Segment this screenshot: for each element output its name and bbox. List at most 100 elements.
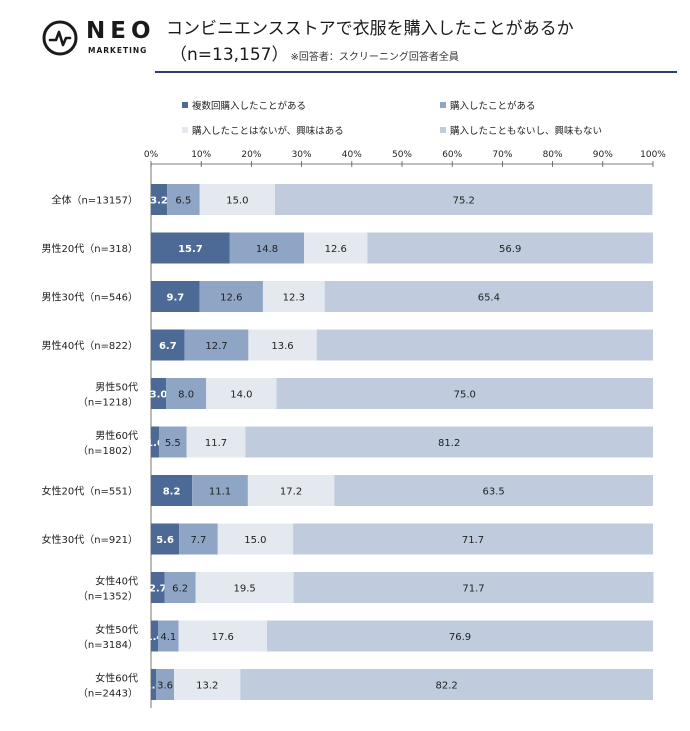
data-label-s1: 3.2 bbox=[150, 196, 168, 207]
category-label-n: （n=1218） bbox=[78, 397, 138, 409]
bar-segment-s1 bbox=[151, 426, 160, 458]
brand-sub: MARKETING bbox=[88, 46, 148, 55]
bar-segment-s4 bbox=[293, 572, 654, 603]
x-tick-label: 10% bbox=[191, 150, 211, 160]
data-label-s2: 6.5 bbox=[175, 196, 191, 207]
bar-segment-s3 bbox=[195, 572, 294, 603]
bar-segment-s3 bbox=[174, 669, 241, 700]
category-label: 全体（n=13157） bbox=[51, 194, 138, 207]
data-label-s4: 76.9 bbox=[449, 632, 471, 643]
category-label-n: （n=3184） bbox=[78, 639, 138, 651]
data-label-s3: 17.6 bbox=[212, 632, 234, 643]
data-label-s1: 3.0 bbox=[150, 390, 168, 401]
data-label-s1: 9.7 bbox=[166, 293, 184, 304]
data-label-s4: 65.4 bbox=[478, 293, 500, 304]
data-label-s2: 3.6 bbox=[157, 681, 173, 692]
x-tick-label: 80% bbox=[543, 150, 563, 160]
bar-segment-s2 bbox=[158, 620, 179, 652]
bar-segment-s1 bbox=[151, 281, 200, 312]
data-label-s2: 14.8 bbox=[256, 244, 278, 255]
data-label-s1: 1.6 bbox=[146, 438, 164, 449]
bar-segment-s3 bbox=[186, 426, 246, 458]
bar-segment-s2 bbox=[159, 426, 187, 458]
sample-size: （n=13,157） bbox=[170, 45, 289, 65]
data-label-s4: 75.0 bbox=[454, 390, 476, 401]
data-label-s2: 5.5 bbox=[165, 438, 181, 449]
bar-segment-s1 bbox=[151, 572, 165, 603]
bar-segment-s2 bbox=[199, 281, 263, 312]
category-label: 男性30代（n=546） bbox=[41, 291, 138, 304]
category-label-n: （n=1802） bbox=[78, 445, 138, 457]
bar-segment-s2 bbox=[192, 475, 248, 506]
legend-label-2: 購入したことがある bbox=[450, 100, 536, 112]
data-label-s1: 15.7 bbox=[178, 244, 203, 255]
bar-segment-s1 bbox=[151, 523, 180, 555]
x-tick-label: 0% bbox=[144, 150, 159, 160]
legend-swatch-4 bbox=[440, 127, 446, 133]
bar-segment-s4 bbox=[334, 475, 653, 506]
x-tick-label: 50% bbox=[392, 150, 412, 160]
bar-segment-s4 bbox=[274, 184, 653, 215]
bar-segment-s3 bbox=[199, 184, 275, 215]
data-label-s3: 15.0 bbox=[226, 196, 248, 207]
bar-segment-s3 bbox=[304, 232, 368, 264]
brand-name: NEO bbox=[86, 18, 156, 44]
category-label-n: （n=1352） bbox=[78, 591, 138, 603]
data-label-s4: 71.7 bbox=[462, 535, 484, 546]
data-label-s4: 63.5 bbox=[482, 487, 504, 498]
data-label-s3: 19.5 bbox=[233, 584, 255, 595]
data-label-s4: 82.2 bbox=[436, 681, 458, 692]
data-label-s1: 1.4 bbox=[146, 632, 164, 643]
bar-segment-s4 bbox=[324, 281, 653, 312]
bar-segment-s4 bbox=[316, 329, 653, 361]
bar-segment-s4 bbox=[276, 378, 653, 409]
legend-label-1: 複数回購入したことがある bbox=[192, 100, 306, 112]
data-label-s4: 71.7 bbox=[462, 584, 484, 595]
bar-segment-s4 bbox=[245, 426, 653, 458]
bar-segment-s2 bbox=[184, 329, 249, 361]
data-label-s2: 8.0 bbox=[178, 390, 194, 401]
bar-segment-s1 bbox=[151, 669, 157, 700]
category-label: 男性60代 bbox=[95, 429, 138, 442]
bar-segment-s2 bbox=[156, 669, 175, 700]
data-label-s1: 5.6 bbox=[156, 535, 174, 546]
x-tick-label: 20% bbox=[241, 150, 261, 160]
x-tick-label: 70% bbox=[492, 150, 512, 160]
bar-segment-s4 bbox=[240, 669, 653, 700]
category-label: 女性30代（n=921） bbox=[41, 533, 138, 546]
bar-segment-s1 bbox=[151, 378, 167, 409]
legend-swatch-1 bbox=[182, 102, 188, 108]
bar-segment-s2 bbox=[164, 572, 196, 603]
category-label: 女性40代 bbox=[95, 575, 138, 588]
data-label-s3: 11.7 bbox=[205, 438, 227, 449]
bar-segment-s3 bbox=[248, 329, 317, 361]
category-label: 男性20代（n=318） bbox=[41, 242, 138, 255]
bar-segment-s1 bbox=[151, 232, 230, 264]
category-label: 女性60代 bbox=[95, 672, 138, 685]
bar-segment-s3 bbox=[247, 475, 335, 506]
data-label-s3: 12.3 bbox=[283, 293, 305, 304]
data-label-s1: 2.7 bbox=[149, 584, 167, 595]
x-tick-label: 40% bbox=[342, 150, 362, 160]
legend-swatch-3 bbox=[182, 127, 188, 133]
bar-segment-s4 bbox=[266, 620, 653, 652]
title-rule bbox=[155, 71, 677, 73]
bar-segment-s3 bbox=[178, 620, 267, 652]
bar-segment-s4 bbox=[367, 232, 653, 264]
data-label-s3: 17.2 bbox=[280, 487, 302, 498]
data-label-s4: 81.2 bbox=[438, 438, 460, 449]
data-label-s1: 8.2 bbox=[163, 487, 181, 498]
category-label: 女性50代 bbox=[95, 623, 138, 636]
data-label-s2: 6.2 bbox=[172, 584, 188, 595]
category-label: 女性20代（n=551） bbox=[41, 485, 138, 498]
x-tick-label: 30% bbox=[292, 150, 312, 160]
data-label-s3: 13.6 bbox=[271, 341, 293, 352]
bar-segment-s3 bbox=[262, 281, 325, 312]
data-label-s2: 7.7 bbox=[190, 535, 206, 546]
data-label-s3: 15.0 bbox=[244, 535, 266, 546]
bar-segment-s1 bbox=[151, 620, 159, 652]
data-label-s2: 12.6 bbox=[220, 293, 242, 304]
data-label-s2: 11.1 bbox=[209, 487, 231, 498]
x-tick-label: 100% bbox=[640, 150, 666, 160]
legend-swatch-2 bbox=[440, 102, 446, 108]
